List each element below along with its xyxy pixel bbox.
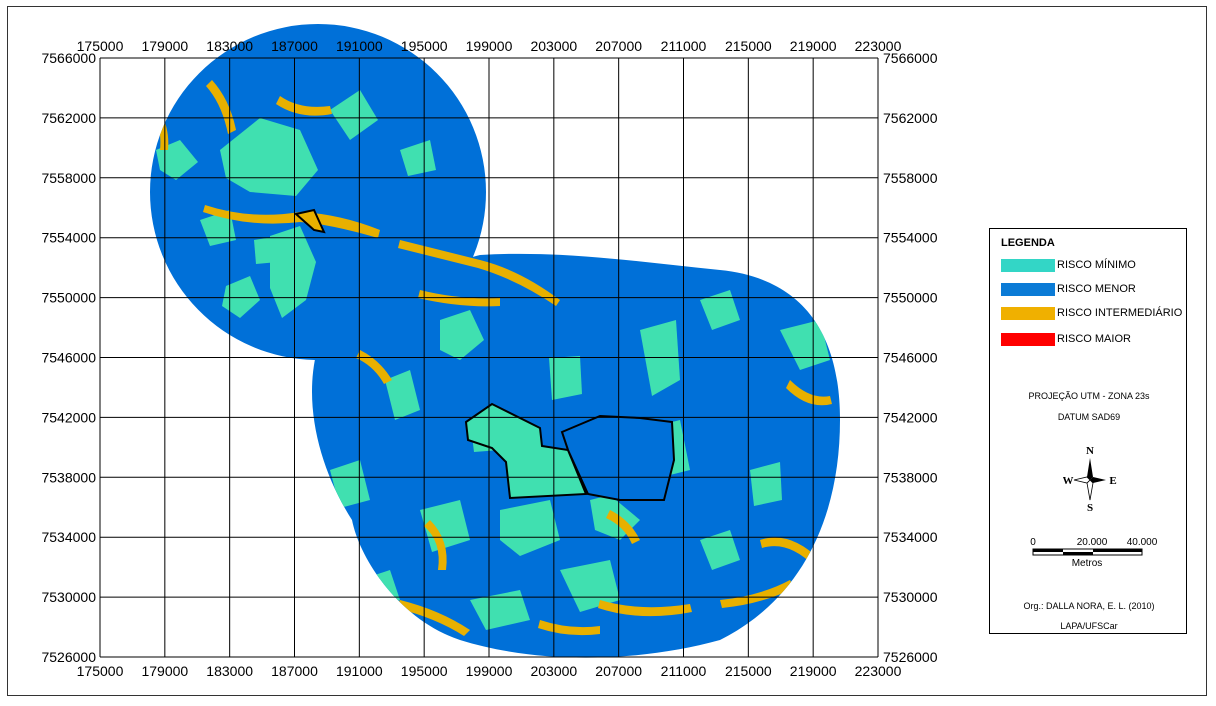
x-tick-label-top: 179000	[141, 38, 188, 54]
x-tick-label-bottom: 195000	[401, 663, 448, 679]
x-tick-label-top: 187000	[271, 38, 318, 54]
x-tick-label-bottom: 215000	[725, 663, 772, 679]
org-text: Org.: DALLA NORA, E. L. (2010)	[1023, 601, 1155, 611]
x-tick-label-top: 219000	[790, 38, 837, 54]
risco-maior-patch	[296, 210, 324, 232]
scale-unit: Metros	[1072, 558, 1103, 569]
y-tick-label-left: 7562000	[41, 110, 96, 126]
y-tick-label-right: 7550000	[883, 290, 938, 306]
y-tick-label-left: 7542000	[41, 409, 96, 425]
compass-s: S	[1087, 502, 1093, 514]
lab-text: LAPA/UFSCar	[1060, 621, 1118, 631]
legend-item-risco-maior: RISCO MAIOR	[1001, 333, 1186, 348]
legend-label: RISCO INTERMEDIÁRIO	[1057, 307, 1183, 319]
scale-label-0: 0	[1030, 537, 1036, 548]
x-tick-label-top: 207000	[595, 38, 642, 54]
map-frame	[7, 6, 1207, 696]
legend-label: RISCO MÍNIMO	[1057, 259, 1136, 271]
y-tick-label-left: 7530000	[41, 589, 96, 605]
compass-rose-icon: N S W E	[1063, 445, 1117, 514]
x-tick-label-bottom: 179000	[141, 663, 188, 679]
y-tick-label-right: 7546000	[883, 350, 938, 366]
scale-label-20000: 20.000	[1077, 537, 1108, 548]
x-tick-label-bottom: 211000	[661, 663, 707, 679]
y-tick-label-right: 7530000	[883, 589, 938, 605]
x-tick-label-top: 195000	[401, 38, 448, 54]
study-area-outline-2	[464, 402, 588, 500]
y-tick-label-right: 7538000	[883, 469, 938, 485]
x-tick-label-bottom: 219000	[790, 663, 837, 679]
y-tick-label-right: 7554000	[883, 230, 938, 246]
y-tick-label-right: 7542000	[883, 409, 938, 425]
y-tick-label-left: 7554000	[41, 230, 96, 246]
x-tick-label-top: 211000	[661, 38, 707, 54]
tick-labels: 175000 175000 179000 179000 183000 183000 1870…	[41, 38, 937, 679]
x-tick-label-bottom: 183000	[206, 663, 253, 679]
compass-e: E	[1109, 475, 1116, 487]
legend-label: RISCO MENOR	[1057, 283, 1136, 295]
y-tick-label-left: 7538000	[41, 469, 96, 485]
x-tick-label-bottom: 187000	[271, 663, 318, 679]
y-tick-label-right: 7566000	[883, 50, 938, 66]
x-tick-label-bottom: 191000	[336, 663, 383, 679]
scale-label-40000: 40.000	[1127, 537, 1158, 548]
y-tick-label-right: 7526000	[883, 649, 938, 665]
x-tick-label-top: 199000	[466, 38, 513, 54]
legend-box: LEGENDA RISCO MÍNIMO RISCO MENOR RISCO I…	[989, 228, 1187, 634]
compass-w: W	[1063, 475, 1074, 487]
x-tick-label-bottom: 175000	[77, 663, 124, 679]
x-tick-label-top: 215000	[725, 38, 772, 54]
y-tick-label-right: 7562000	[883, 110, 938, 126]
x-tick-label-bottom: 203000	[530, 663, 577, 679]
y-tick-label-right: 7534000	[883, 529, 938, 545]
legend-label: RISCO MAIOR	[1057, 333, 1131, 345]
legend-item-risco-minimo: RISCO MÍNIMO	[1001, 259, 1186, 274]
legend-title: LEGENDA	[1001, 237, 1055, 249]
datum-text: DATUM SAD69	[1057, 412, 1121, 422]
y-tick-label-right: 7558000	[883, 170, 938, 186]
y-tick-label-left: 7526000	[41, 649, 96, 665]
compass-n: N	[1086, 445, 1094, 457]
legend-item-risco-intermediario: RISCO INTERMEDIÁRIO	[1001, 307, 1186, 322]
legend-swatch	[1001, 307, 1055, 320]
y-tick-label-left: 7566000	[41, 50, 96, 66]
legend-swatch	[1001, 283, 1055, 296]
y-tick-label-left: 7550000	[41, 290, 96, 306]
scale-bar: 0 20.000 40.000 Metros	[1030, 537, 1158, 569]
legend-item-risco-menor: RISCO MENOR	[1001, 283, 1186, 298]
projection-text: PROJEÇÃO UTM - ZONA 23s	[1028, 391, 1150, 401]
x-tick-label-top: 175000	[77, 38, 124, 54]
legend-swatch	[1001, 259, 1055, 272]
risco-minimo-patches	[156, 90, 830, 630]
y-tick-label-left: 7546000	[41, 350, 96, 366]
y-tick-label-left: 7558000	[41, 170, 96, 186]
x-tick-label-top: 203000	[530, 38, 577, 54]
x-tick-label-bottom: 223000	[855, 663, 902, 679]
x-tick-label-bottom: 207000	[595, 663, 642, 679]
study-area-outline-1	[293, 208, 326, 234]
legend-swatch	[1001, 333, 1055, 346]
map-body	[150, 24, 840, 658]
y-tick-label-left: 7534000	[41, 529, 96, 545]
x-tick-label-top: 183000	[206, 38, 253, 54]
x-tick-label-top: 223000	[855, 38, 902, 54]
x-tick-label-top: 191000	[336, 38, 383, 54]
coordinate-grid	[99, 57, 879, 658]
x-tick-label-bottom: 199000	[466, 663, 513, 679]
